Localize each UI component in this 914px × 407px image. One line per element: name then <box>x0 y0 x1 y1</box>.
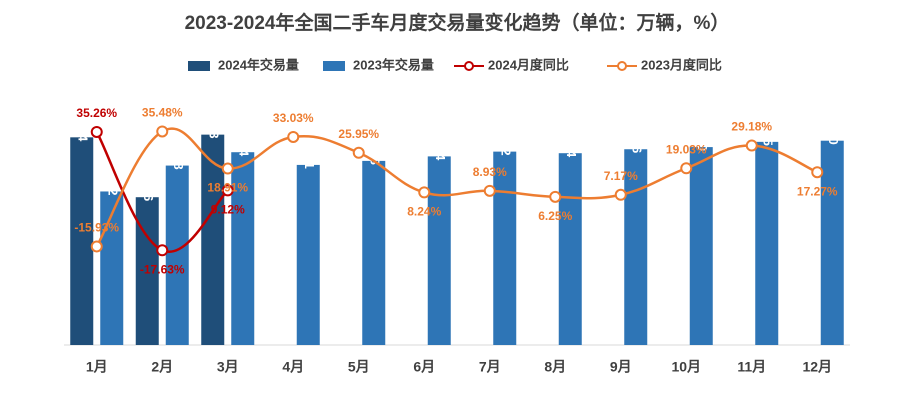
bar <box>165 165 189 345</box>
line-value-label: 25.95% <box>338 127 379 141</box>
line-value-label: -15.93% <box>74 221 119 235</box>
bar <box>427 156 451 345</box>
line-value-label: 7.17% <box>604 169 638 183</box>
line-value-label: 35.26% <box>76 106 117 120</box>
line-marker <box>221 162 234 175</box>
bar-value-label: 165.15 <box>760 106 775 146</box>
line-marker <box>483 184 496 197</box>
line-marker <box>221 184 234 197</box>
legend-marker <box>617 61 627 71</box>
bar <box>558 153 582 345</box>
x-tick-label: 9月 <box>610 359 632 375</box>
x-tick-label: 6月 <box>413 359 435 375</box>
line-marker <box>745 139 758 152</box>
x-tick-label: 1月 <box>86 359 108 375</box>
bar-value-label: 155.94 <box>564 117 579 158</box>
line-value-label: 29.18% <box>731 120 772 134</box>
x-tick-label: 5月 <box>348 359 370 375</box>
bar-value-label: 168.84 <box>75 102 90 143</box>
bar-value-label: 171.03 <box>206 99 221 139</box>
x-tick-label: 8月 <box>544 359 566 375</box>
bar-value-label: 149.68 <box>367 125 382 165</box>
x-tick-label: 10月 <box>671 359 701 375</box>
legend-label: 2023年交易量 <box>353 57 434 72</box>
bar-value-label: 166.10 <box>826 105 841 145</box>
bar <box>820 140 844 345</box>
bar <box>70 137 94 345</box>
bar <box>755 141 779 345</box>
line-value-label: 33.03% <box>273 111 314 125</box>
bar <box>231 152 255 345</box>
legend-swatch <box>323 61 345 71</box>
chart-title: 2023-2024年全国二手车月度交易量变化趋势（单位：万辆，%） <box>185 11 730 34</box>
line-marker <box>156 244 169 257</box>
bar <box>296 164 320 345</box>
line-value-label: -17.63% <box>140 262 185 276</box>
bar-value-label: 120.16 <box>141 161 156 201</box>
line-value-label: 35.48% <box>142 106 183 120</box>
bar <box>135 197 159 345</box>
line-value-label: 19.03% <box>666 142 707 156</box>
line-value-label: 8.24% <box>407 205 441 219</box>
x-tick-label: 12月 <box>802 359 832 375</box>
legend-label: 2023月度同比 <box>641 57 722 72</box>
bar <box>362 160 386 345</box>
bar-value-label: 157.22 <box>498 116 513 156</box>
bar <box>493 151 517 345</box>
x-tick-label: 3月 <box>217 359 239 375</box>
line-value-label: 9.12% <box>211 203 245 217</box>
line-marker <box>90 125 103 138</box>
legend-label: 2024月度同比 <box>488 57 569 72</box>
legend-marker <box>464 61 474 71</box>
line-value-label: 18.91% <box>207 181 248 195</box>
line-marker <box>352 146 365 159</box>
bar <box>624 149 648 345</box>
line-marker <box>811 166 824 179</box>
bar-value-label: 156.74 <box>236 116 251 157</box>
line-marker <box>549 190 562 203</box>
bar <box>201 134 225 345</box>
bar-value-label: 159.16 <box>629 113 644 153</box>
bar-value-label: 153.34 <box>433 121 448 162</box>
bar <box>689 147 713 345</box>
line-value-label: 6.25% <box>538 209 572 223</box>
x-tick-label: 7月 <box>479 359 501 375</box>
x-tick-label: 2月 <box>151 359 173 375</box>
line-marker <box>156 125 169 138</box>
line-marker <box>614 188 627 201</box>
legend-swatch <box>188 61 210 71</box>
line-marker <box>418 186 431 199</box>
line-marker <box>287 130 300 143</box>
line-value-label: 17.27% <box>797 184 838 198</box>
x-tick-label: 11月 <box>737 359 766 375</box>
x-tick-label: 4月 <box>282 359 304 375</box>
legend-label: 2024年交易量 <box>218 57 299 72</box>
line-marker <box>680 162 693 175</box>
line-marker <box>90 240 103 253</box>
bar-value-label: 146.41 <box>302 129 317 169</box>
bar-value-label: 124.82 <box>105 156 120 196</box>
bar-value-label: 145.88 <box>171 130 186 170</box>
bar-value-label: 160.90 <box>695 111 710 151</box>
line-value-label: 8.93% <box>473 165 507 179</box>
